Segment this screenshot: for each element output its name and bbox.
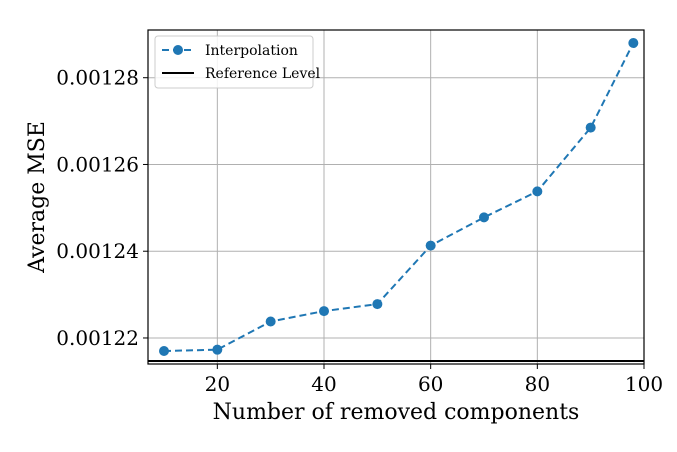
- legend-reference-label: Reference Level: [205, 66, 321, 82]
- legend-interpolation-marker: [173, 45, 183, 55]
- y-tick-label: 0.00128: [56, 66, 139, 90]
- legend-interpolation-label: Interpolation: [205, 43, 298, 59]
- interpolation-point: [212, 344, 223, 355]
- y-tick-label: 0.00126: [56, 152, 139, 176]
- interpolation-point: [372, 299, 383, 310]
- x-tick-label: 80: [525, 372, 550, 396]
- plot-frame: [147, 29, 645, 365]
- x-axis-label: Number of removed components: [213, 400, 580, 425]
- y-tick-label: 0.00122: [56, 326, 139, 350]
- legend-box: [154, 35, 314, 89]
- legend: Interpolation Reference Level: [154, 35, 321, 89]
- y-axis-label: Average MSE: [25, 121, 50, 274]
- interpolation-line: [163, 42, 635, 352]
- series-layer: [148, 38, 644, 362]
- interpolation-point: [585, 122, 596, 133]
- x-tick-label: 20: [205, 372, 230, 396]
- interpolation-point: [425, 240, 436, 251]
- interpolation-point: [628, 38, 639, 49]
- interpolation-point: [159, 345, 169, 356]
- x-tick-label: 60: [418, 372, 443, 396]
- interpolation-point: [319, 306, 329, 317]
- ticks: 20 40 60 80 100 0.00122 0.00124 0.00126 0.00128: [56, 66, 663, 396]
- interpolation-point: [265, 316, 276, 327]
- interpolation-point: [532, 186, 543, 197]
- y-tick-label: 0.00124: [56, 239, 139, 263]
- x-tick-label: 40: [311, 372, 336, 396]
- interpolation-point: [479, 212, 489, 223]
- x-tick-label: 100: [625, 372, 663, 396]
